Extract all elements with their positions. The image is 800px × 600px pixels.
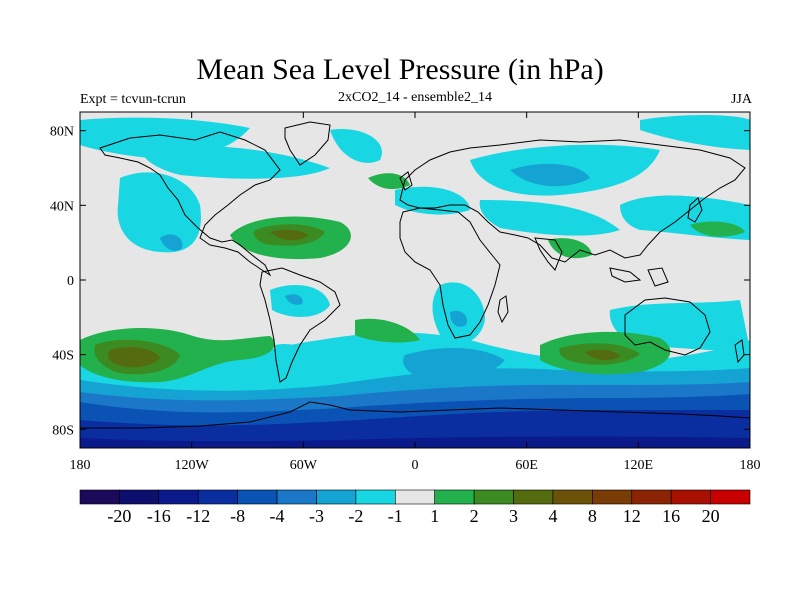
colorbar-swatch bbox=[434, 489, 475, 505]
colorbar-swatch bbox=[592, 489, 633, 505]
colorbar-label: -8 bbox=[230, 506, 245, 526]
coastlines bbox=[80, 121, 750, 429]
colorbar-swatch bbox=[552, 489, 593, 505]
colorbar-label: 8 bbox=[588, 506, 597, 526]
colorbar-label: -2 bbox=[348, 506, 363, 526]
colorbar-swatch bbox=[513, 489, 554, 505]
colorbar-swatch bbox=[237, 489, 278, 505]
y-tick-label: 80S bbox=[52, 423, 74, 438]
plot-title: Mean Sea Level Pressure (in hPa) bbox=[196, 53, 604, 86]
colorbar-swatch bbox=[631, 489, 672, 505]
colorbar-swatch bbox=[473, 489, 514, 505]
colorbar-label: -20 bbox=[107, 506, 131, 526]
colorbar-label: 1 bbox=[430, 506, 439, 526]
colorbar: -20 -16 -12 -8 -4 -3 -2 -1 1 2 3 4 8 12 16 20 bbox=[79, 489, 751, 526]
x-tick-label: 60W bbox=[290, 458, 318, 473]
colorbar-swatch bbox=[355, 489, 396, 505]
colorbar-label: 12 bbox=[623, 506, 641, 526]
colorbar-label: 2 bbox=[470, 506, 479, 526]
colorbar-swatch bbox=[394, 489, 436, 505]
colorbar-label: 4 bbox=[548, 506, 557, 526]
run-label: 2xCO2_14 - ensemble2_14 bbox=[338, 90, 492, 105]
pressure-field bbox=[80, 112, 750, 448]
colorbar-label: -4 bbox=[270, 506, 285, 526]
y-tick-label: 40N bbox=[50, 199, 74, 214]
axis-ticks: 180 120W 60W 0 60E 120E 180 80N 40N 0 40S 80S bbox=[50, 112, 761, 473]
y-tick-label: 0 bbox=[67, 274, 74, 289]
colorbar-swatch bbox=[158, 489, 199, 505]
colorbar-label: -3 bbox=[309, 506, 324, 526]
colorbar-label: 16 bbox=[662, 506, 680, 526]
x-tick-label: 60E bbox=[515, 458, 538, 473]
season-label: JJA bbox=[730, 92, 752, 107]
experiment-label: Expt = tcvun-tcrun bbox=[80, 92, 186, 107]
colorbar-swatch bbox=[197, 489, 238, 505]
colorbar-label: -1 bbox=[388, 506, 403, 526]
colorbar-swatch bbox=[710, 489, 751, 505]
x-tick-label: 180 bbox=[740, 458, 761, 473]
colorbar-swatch bbox=[670, 489, 711, 505]
x-tick-label: 180 bbox=[70, 458, 91, 473]
colorbar-swatch bbox=[119, 489, 160, 505]
colorbar-label: 20 bbox=[702, 506, 720, 526]
colorbar-swatch bbox=[79, 489, 120, 505]
x-tick-label: 0 bbox=[412, 458, 419, 473]
colorbar-swatch bbox=[276, 489, 317, 505]
x-tick-label: 120E bbox=[624, 458, 654, 473]
x-tick-label: 120W bbox=[175, 458, 210, 473]
y-tick-label: 80N bbox=[50, 125, 74, 140]
colorbar-label: -12 bbox=[186, 506, 210, 526]
colorbar-label: -16 bbox=[147, 506, 171, 526]
y-tick-label: 40S bbox=[52, 349, 74, 364]
colorbar-label: 3 bbox=[509, 506, 518, 526]
colorbar-swatch bbox=[316, 489, 357, 505]
